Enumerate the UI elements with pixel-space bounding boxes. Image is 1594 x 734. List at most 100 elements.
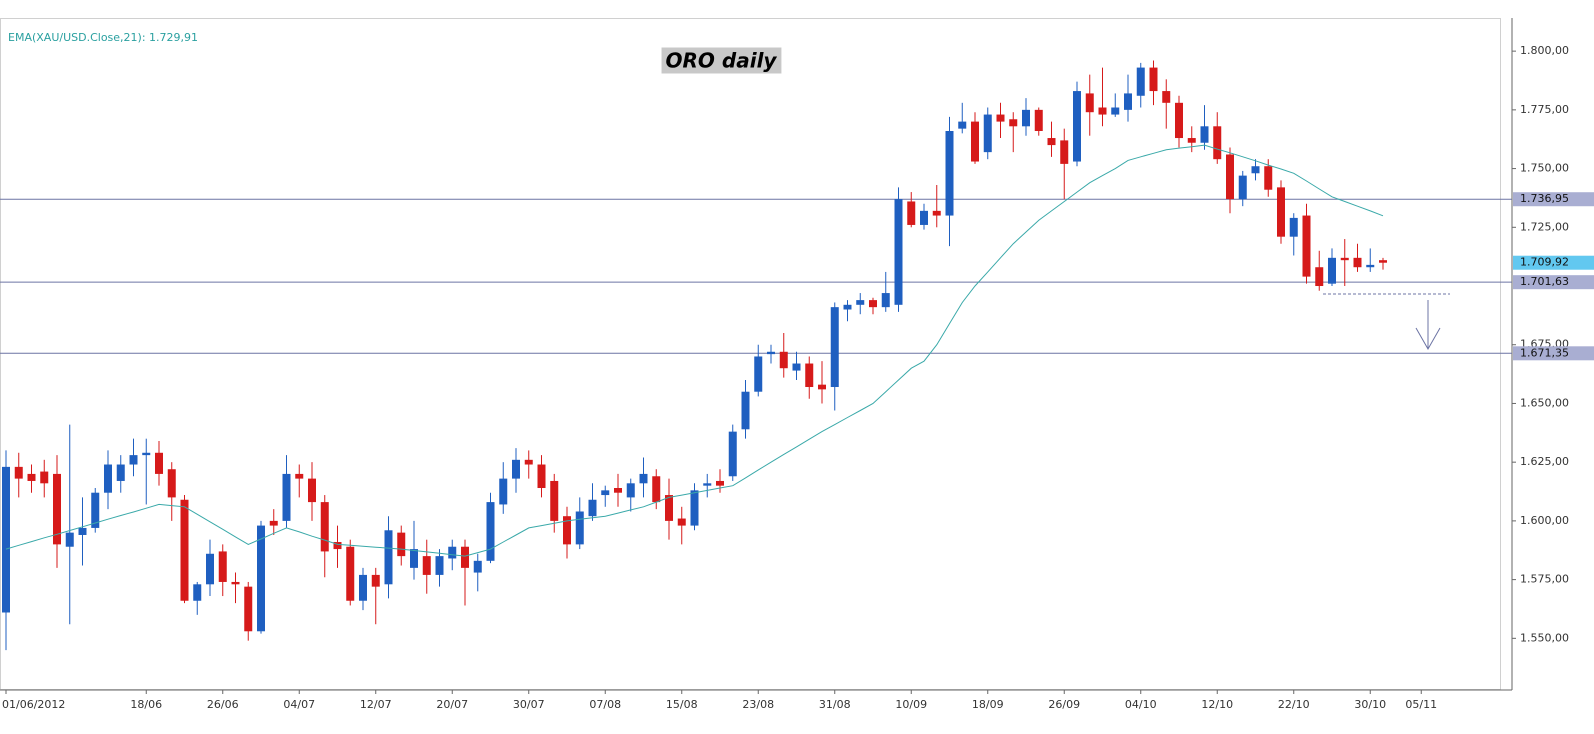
x-tick-label: 04/10 [1125,698,1157,711]
candle-body [167,469,176,498]
candle-body [473,560,482,573]
candle-body [116,464,125,481]
candle-body [359,574,367,601]
candle-body [920,210,928,225]
level-label-box [1513,192,1594,207]
candle-body [435,556,444,575]
candle-body [881,293,890,308]
x-tick-label: 26/06 [207,698,239,711]
candle-body [65,532,74,547]
candle-body [1238,175,1247,200]
candle-body [1098,107,1107,115]
candle-body [333,542,342,550]
candle-body [282,473,291,521]
candle-body [690,490,699,526]
candle-body [129,455,138,465]
ema-line [5,144,1384,557]
candle-body [1085,93,1094,113]
candle-body [384,530,393,585]
candle-body [1124,93,1132,110]
y-tick-label: 1.650,00 [1520,396,1569,409]
candle-body [91,492,100,528]
candle-body [945,130,954,216]
y-tick-label: 1.575,00 [1520,573,1569,586]
y-tick-label: 1.625,00 [1520,455,1569,468]
plot-frame [0,18,1501,690]
candle-body [563,516,571,545]
level-label-box [1513,275,1594,290]
candle-body [397,532,406,557]
candle-body [958,121,967,129]
candle-body [1136,67,1145,96]
candle-body [1251,166,1260,174]
candle-body [14,466,23,479]
candle-body [1315,267,1324,287]
candle-body [754,356,763,392]
x-tick-label: 23/08 [742,698,774,711]
candle-body [410,549,418,568]
arrow-head [1415,327,1441,351]
candle-body [486,502,495,561]
candle-body [716,480,724,486]
x-tick-label: 18/06 [130,698,162,711]
candle-body [894,199,903,305]
candle-body [677,518,686,526]
x-tick-label: 04/07 [283,698,315,711]
chart-title: ORO daily [666,49,778,73]
candle-body [269,520,278,526]
candle-body [779,351,788,369]
candle-body [614,488,622,493]
candle-body [231,581,240,585]
candle-body [550,480,559,521]
level-label: 1.671,35 [1520,346,1569,359]
candle-body [665,495,673,521]
last-price-box [1513,255,1594,270]
x-tick-label: 18/09 [972,698,1004,711]
x-tick-label: 12/10 [1201,698,1233,711]
candle-body [1073,91,1081,162]
y-tick-label: 1.725,00 [1520,220,1569,233]
legend-entry: EMA(XAU/USD.Close,21): 1.729,91 [8,31,198,44]
x-tick-label: 30/10 [1354,698,1386,711]
candle-body [78,527,87,535]
candle-body [1022,109,1030,127]
x-tick-label: 22/10 [1278,698,1310,711]
candle-body [1175,102,1183,139]
candle-body [741,391,750,430]
candle-body [295,473,304,479]
candle-body [308,478,316,503]
candle-body [155,452,163,474]
candle-body [218,551,227,582]
candle-body [1034,109,1043,131]
candle-body [728,431,737,477]
candle-body [40,471,49,484]
level-label-box [1513,346,1594,361]
candle-body [1162,91,1171,103]
candle-body [843,304,852,310]
x-tick-label: 01/06/2012 [2,698,65,711]
candle-body [1213,126,1222,160]
x-tick-label: 31/08 [819,698,851,711]
candle-body [932,210,941,216]
candle-body [1289,217,1298,237]
candle-body [1366,264,1375,268]
candle-body [703,483,712,486]
candle-body [1187,138,1196,143]
candle-body [792,363,801,371]
candle-body [499,478,508,505]
candle-body [818,384,826,390]
candle-body [244,586,253,632]
candle-body [907,201,916,225]
candle-body [1264,166,1273,190]
candle-body [2,466,10,613]
candle-body [524,459,533,465]
y-tick-label: 1.775,00 [1520,103,1569,116]
x-tick-label: 05/11 [1405,698,1437,711]
candle-body [601,490,610,496]
candle-body [1328,257,1336,284]
candle-body [1200,126,1209,143]
candle-body [1111,107,1120,115]
last-price-label: 1.709,92 [1520,256,1569,269]
candle-body [1060,140,1069,164]
